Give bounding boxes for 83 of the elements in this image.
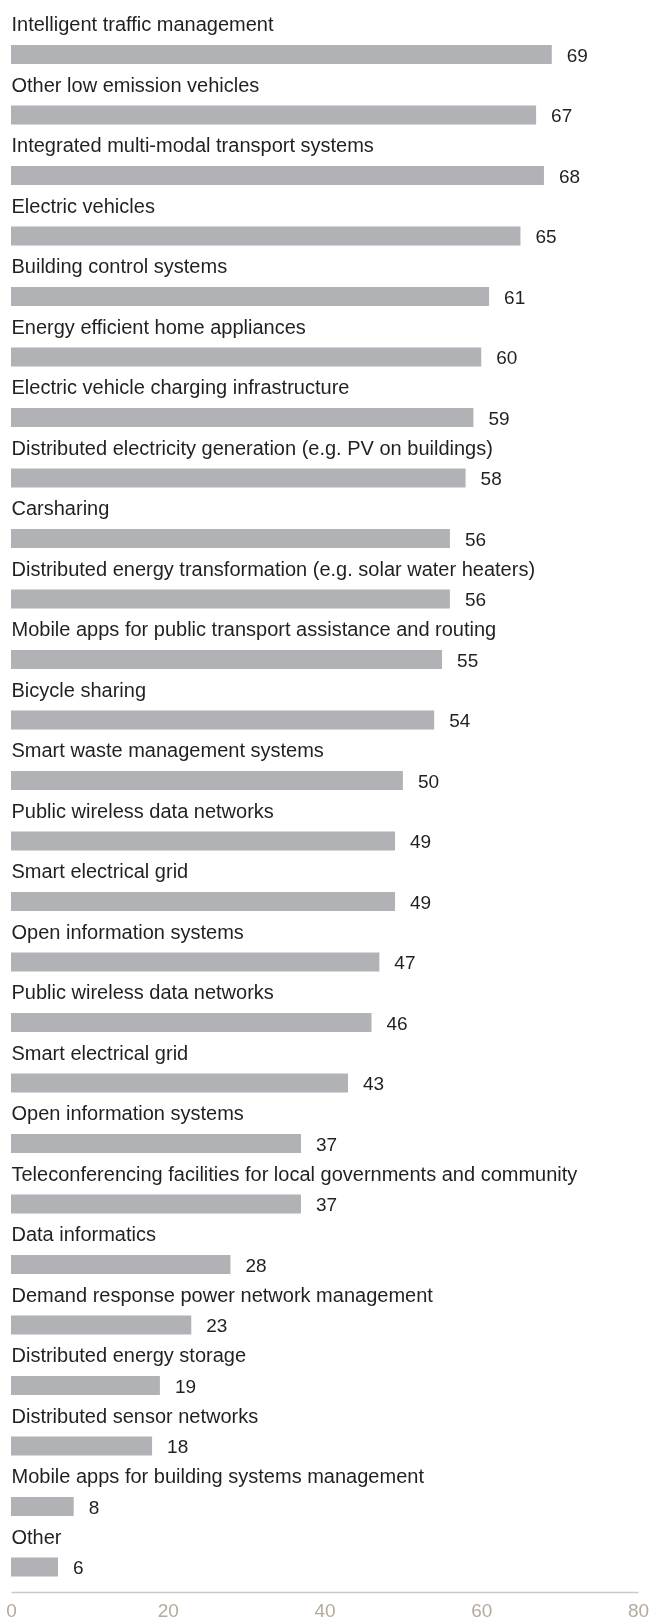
data-label: 50 — [417, 770, 440, 792]
y-tick-label: Electric vehicles — [11, 194, 155, 217]
data-label: 54 — [449, 710, 471, 731]
x-tick-label: 80 — [627, 1599, 650, 1621]
data-label: 56 — [464, 589, 487, 610]
bar — [11, 1013, 372, 1032]
bar — [11, 468, 466, 488]
bar — [11, 529, 450, 548]
data-label: 19 — [174, 1375, 197, 1397]
y-tick-label: Building control systems — [11, 255, 228, 278]
data-label: 55 — [457, 649, 479, 671]
y-tick-label: Integrated multi-modal transport systems — [11, 134, 374, 157]
y-tick-label: Other — [11, 1525, 62, 1548]
data-label: 37 — [315, 1133, 338, 1155]
bar — [11, 1376, 160, 1395]
data-label: 69 — [566, 44, 588, 66]
y-tick-label: Mobile apps for building systems management — [11, 1465, 425, 1488]
bar — [11, 1194, 301, 1214]
bar — [11, 771, 403, 790]
x-tick-label: 0 — [6, 1599, 17, 1621]
bar — [11, 226, 521, 246]
y-tick-label: Bicycle sharing — [11, 678, 147, 701]
y-tick-label: Demand response power network management — [11, 1283, 434, 1306]
bar — [11, 892, 396, 911]
bar — [11, 831, 396, 851]
data-label: 6 — [73, 1557, 84, 1578]
x-tick-label: 20 — [157, 1599, 179, 1621]
bar — [11, 105, 537, 125]
y-tick-label: Intelligent traffic management — [11, 13, 274, 36]
bar — [11, 166, 544, 185]
y-tick-label: Electric vehicle charging infrastructure — [11, 376, 350, 399]
data-label: 18 — [167, 1436, 189, 1457]
bar — [11, 1497, 74, 1516]
x-tick-label: 60 — [471, 1599, 493, 1621]
y-tick-label: Distributed energy transformation (e.g. solar water heaters) — [11, 557, 536, 580]
data-label: 60 — [496, 347, 518, 368]
bar — [11, 1315, 192, 1335]
y-tick-label: Mobile apps for public transport assistance and routing — [11, 618, 497, 641]
y-tick-label: Carsharing — [11, 497, 110, 520]
y-tick-label: Other low emission vehicles — [11, 73, 260, 96]
y-tick-label: Smart electrical grid — [11, 1041, 189, 1064]
bar — [11, 710, 435, 730]
bar — [11, 1255, 231, 1274]
data-label: 59 — [488, 407, 510, 429]
data-label: 37 — [315, 1194, 338, 1215]
data-label: 58 — [480, 468, 502, 489]
data-label: 28 — [245, 1254, 267, 1276]
bar — [11, 287, 490, 306]
bar — [11, 1134, 301, 1153]
bar — [11, 650, 443, 669]
bar — [11, 45, 552, 64]
y-tick-label: Public wireless data networks — [11, 799, 274, 822]
y-tick-label: Energy efficient home appliances — [11, 315, 306, 338]
y-tick-label: Teleconferencing facilities for local governments and community — [11, 1162, 578, 1185]
data-label: 43 — [363, 1073, 385, 1094]
data-label: 46 — [386, 1012, 408, 1034]
data-label: 49 — [410, 891, 432, 913]
data-label: 68 — [558, 165, 581, 187]
x-tick-label: 40 — [314, 1599, 336, 1621]
data-label: 56 — [464, 528, 487, 550]
bar — [11, 1436, 153, 1456]
data-label: 8 — [88, 1496, 100, 1518]
y-tick-label: Public wireless data networks — [11, 981, 274, 1004]
bar — [11, 1557, 59, 1577]
bar — [11, 347, 482, 367]
data-label: 61 — [504, 286, 526, 308]
y-tick-label: Smart electrical grid — [11, 860, 189, 883]
y-tick-label: Smart waste management systems — [11, 739, 324, 762]
data-label: 23 — [206, 1315, 228, 1336]
bar — [11, 952, 380, 972]
y-tick-label: Distributed electricity generation (e.g. PV on buildings) — [11, 436, 493, 459]
data-label: 47 — [394, 952, 416, 973]
data-label: 65 — [535, 226, 557, 247]
y-tick-label: Open information systems — [11, 1102, 244, 1125]
bar — [11, 408, 474, 427]
bar — [11, 589, 450, 609]
y-tick-label: Open information systems — [11, 920, 244, 943]
bar — [11, 1073, 349, 1093]
y-tick-label: Distributed energy storage — [11, 1344, 247, 1367]
data-label: 67 — [551, 105, 573, 126]
y-tick-label: Distributed sensor networks — [11, 1404, 259, 1427]
data-label: 49 — [410, 831, 432, 852]
y-tick-label: Data informatics — [11, 1223, 156, 1246]
